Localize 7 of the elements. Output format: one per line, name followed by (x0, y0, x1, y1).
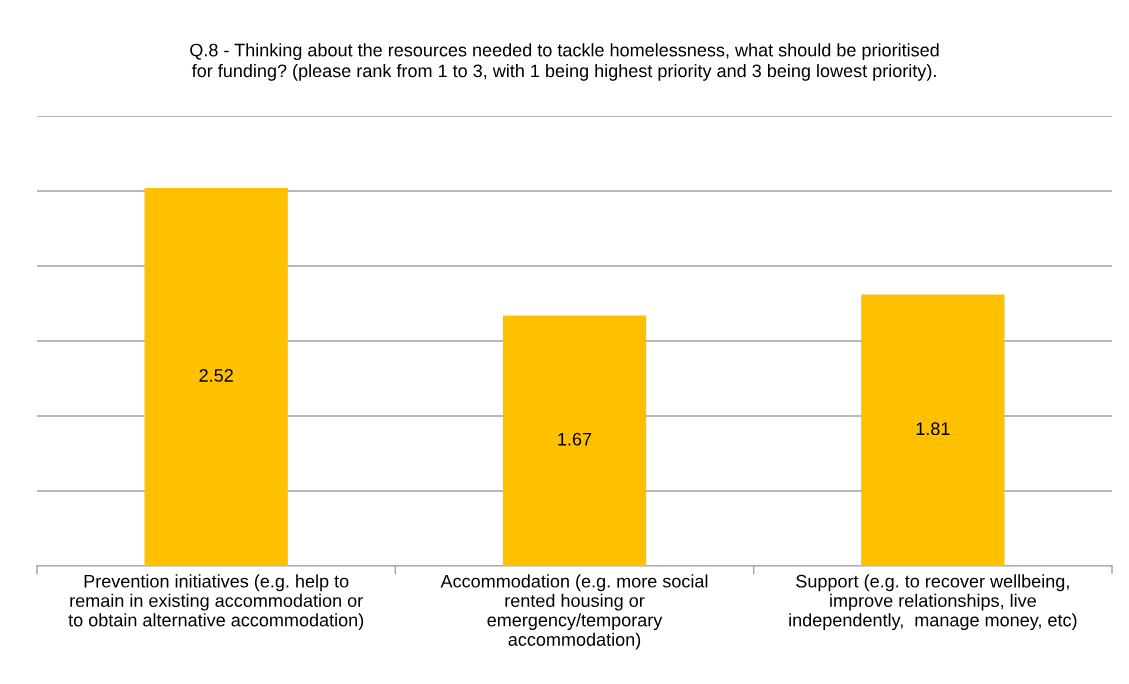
x-tick-label: Support (e.g. to recover wellbeing, improve relationships, live independently, manage money, etc) (789, 574, 1077, 631)
data-label: 2.52 (199, 369, 233, 382)
x-tick-label: Accommodation (e.g. more social rented housing or emergency/temporary accommodation) (440, 574, 708, 650)
data-label: 1.81 (916, 422, 950, 436)
x-tick-label: Prevention initiatives (e.g. help to remain in existing accommodation or to obtain alternative accommodation) (68, 574, 364, 631)
chart-title: Q.8 - Thinking about the resources needed to tackle homelessness, what should be prioritised for funding? (please rank from 1 to 3, with 1 being highest priority and 3 being lowest priority). (190, 43, 939, 81)
data-label: 1.67 (558, 432, 592, 446)
